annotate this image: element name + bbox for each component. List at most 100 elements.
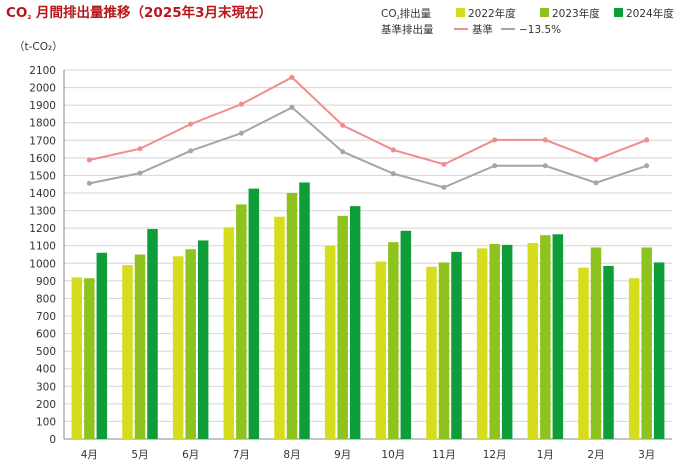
bar [476, 248, 488, 439]
line-point [137, 170, 143, 176]
legend-group-label: CO₂排出量 [381, 7, 432, 21]
y-tick-label: 400 [36, 364, 56, 376]
x-tick-label: 7月 [233, 449, 250, 461]
legend-label: 2022年度 [468, 7, 516, 20]
bar [147, 229, 158, 439]
bar [172, 256, 184, 439]
bar [286, 193, 298, 439]
x-tick-label: 10月 [381, 449, 405, 461]
line-point [441, 161, 447, 167]
bar [134, 254, 146, 439]
y-tick-label: 300 [36, 381, 56, 393]
line-point [188, 148, 194, 154]
y-tick-label: 1400 [29, 188, 56, 200]
bar [274, 216, 285, 439]
line-point [390, 147, 396, 153]
legend-swatch [540, 8, 549, 17]
y-tick-label: 1700 [29, 135, 56, 147]
y-tick-label: 2000 [29, 83, 56, 95]
bar [590, 247, 602, 439]
y-tick-label: 200 [36, 399, 56, 411]
bar [438, 262, 450, 439]
bar [248, 188, 260, 439]
line-point [593, 157, 599, 163]
y-tick-label: 900 [36, 276, 56, 288]
line-point [238, 101, 244, 107]
bar [426, 266, 437, 439]
legend-label: −13.5% [519, 24, 561, 36]
line-point [542, 137, 548, 143]
x-tick-label: 12月 [483, 449, 507, 461]
series-line [89, 106, 647, 189]
bar [489, 243, 500, 439]
line-point [137, 146, 143, 152]
y-tick-label: 1900 [29, 100, 56, 112]
bar [197, 240, 209, 439]
x-tick-label: 8月 [283, 449, 300, 461]
legend-label: 2024年度 [626, 7, 674, 20]
bar [375, 261, 387, 439]
y-tick-label: 1100 [29, 241, 56, 253]
line-series [86, 74, 650, 190]
y-tick-label: 600 [36, 329, 56, 341]
x-tick-label: 5月 [131, 449, 148, 461]
x-tick-label: 2月 [587, 449, 604, 461]
bar [388, 242, 399, 439]
legend-group-label: 基準排出量 [381, 23, 434, 36]
line-point [441, 184, 447, 190]
y-tick-label: 700 [36, 311, 56, 323]
line-point [340, 149, 346, 155]
y-tick-label: 1200 [29, 223, 56, 235]
line-point [86, 157, 92, 163]
bar [451, 251, 462, 439]
x-tick-label: 4月 [81, 449, 98, 461]
y-tick-label: 0 [49, 434, 56, 446]
x-axis-ticks: 4月 5月 6月 7月 8月 9月 10月 11月 12月 1月 2月 3月 [81, 449, 656, 461]
x-tick-label: 1月 [537, 449, 554, 461]
line-point [86, 180, 92, 186]
line-point [238, 130, 244, 136]
bar [527, 243, 539, 439]
y-axis-unit-label: （t-CO₂） [14, 41, 63, 53]
bar [337, 215, 348, 439]
y-tick-label: 100 [36, 416, 56, 428]
bar [552, 234, 564, 439]
bar [501, 244, 513, 439]
line-point [289, 74, 295, 80]
bar [578, 267, 589, 439]
y-tick-label: 1000 [29, 258, 56, 270]
legend-label: 2023年度 [552, 7, 600, 20]
y-tick-label: 1800 [29, 118, 56, 130]
line-point [492, 137, 498, 143]
x-tick-label: 9月 [334, 449, 351, 461]
legend-label: 基準 [472, 23, 493, 36]
bar [603, 265, 614, 439]
y-tick-label: 1600 [29, 153, 56, 165]
bar [71, 277, 83, 439]
y-tick-label: 800 [36, 293, 56, 305]
line-point [644, 137, 650, 143]
y-tick-label: 1300 [29, 206, 56, 218]
bar [122, 265, 133, 439]
legend-swatch [614, 8, 623, 17]
bar [540, 235, 551, 439]
line-point [390, 171, 396, 177]
line-point [644, 163, 650, 169]
bar [324, 245, 336, 439]
line-point [289, 104, 295, 110]
x-tick-label: 11月 [432, 449, 456, 461]
bar [653, 262, 665, 439]
bar [84, 278, 95, 439]
line-point [593, 180, 599, 186]
y-axis-ticks: 0 100 200 300 400 500 600 700 800 900 1000 1100 1200… [29, 65, 56, 446]
x-tick-label: 6月 [182, 449, 199, 461]
chart-title: CO₂ 月間排出量推移（2025年3月末現在） [6, 4, 272, 22]
bar [223, 227, 235, 439]
y-tick-label: 1500 [29, 170, 56, 182]
bar-series [71, 182, 665, 439]
bar [349, 206, 361, 439]
line-point [542, 163, 548, 169]
x-tick-label: 3月 [638, 449, 655, 461]
gridlines [63, 69, 672, 440]
